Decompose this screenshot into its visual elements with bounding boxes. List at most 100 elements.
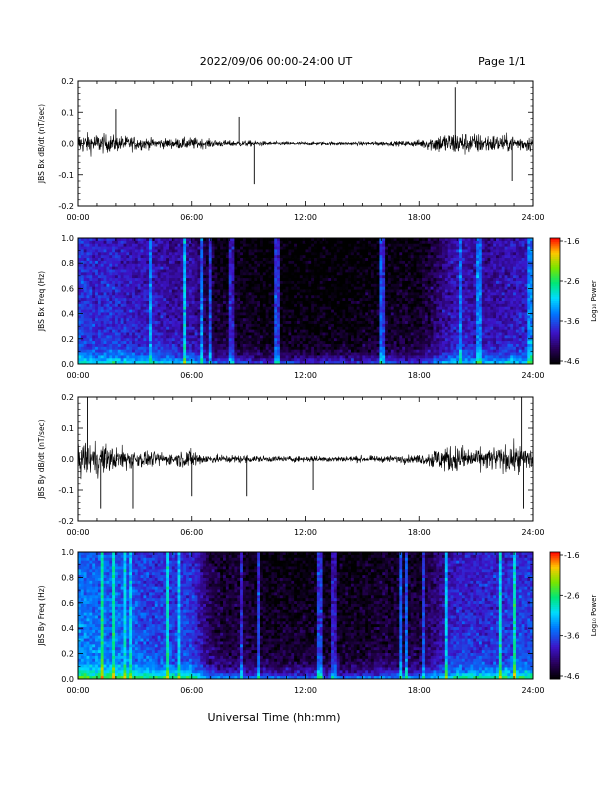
spectrogram-cell <box>319 258 323 262</box>
spectrogram-cell <box>180 263 184 268</box>
spectrogram-cell <box>223 252 227 256</box>
spectrogram-cell <box>89 289 93 293</box>
spectrogram-cell <box>177 318 181 322</box>
spectrogram-cell <box>379 292 383 296</box>
spectrogram-cell <box>319 321 323 325</box>
spectrogram-cell <box>177 358 181 362</box>
spectrogram-cell <box>174 238 178 242</box>
spectrogram-cell <box>223 335 227 339</box>
spectrogram-cell <box>376 321 380 325</box>
spectrogram-cell <box>390 329 395 333</box>
spectrogram-cell <box>277 346 281 351</box>
spectrogram-cell <box>351 278 355 282</box>
spectrogram-cell <box>387 303 392 308</box>
spectrogram-cell <box>296 246 301 250</box>
spectrogram-cell <box>106 358 110 362</box>
spectrogram-cell <box>254 240 258 245</box>
spectrogram-cell <box>171 240 176 245</box>
spectrogram-cell <box>146 280 150 285</box>
spectrogram-cell <box>97 301 102 305</box>
spectrogram-cell <box>80 343 85 348</box>
spectrogram-cell <box>97 338 102 342</box>
spectrogram-cell <box>166 260 170 265</box>
spectrogram-cell <box>305 283 309 288</box>
spectrogram-cell <box>279 312 284 316</box>
spectrogram-cell <box>390 306 395 310</box>
spectrogram-cell <box>228 266 232 270</box>
spectrogram-cell <box>316 260 321 265</box>
spectrogram-cell <box>160 318 164 322</box>
spectrogram-cell <box>271 341 275 345</box>
spectrogram-cell <box>359 358 363 362</box>
spectrogram-cell <box>160 309 164 313</box>
spectrogram-cell <box>356 252 360 256</box>
spectrogram-cell <box>240 355 244 359</box>
spectrogram-cell <box>319 335 323 339</box>
waveform-trace <box>77 132 534 157</box>
spectrogram-cell <box>83 329 87 333</box>
spectrogram-cell <box>228 260 232 265</box>
spectrogram-cell <box>345 358 349 362</box>
spectrogram-cell <box>177 243 181 247</box>
spectrogram-cell <box>177 238 181 242</box>
spectrogram-cell <box>177 323 181 328</box>
spectrogram-cell <box>174 246 178 250</box>
spectrogram-cell <box>180 303 184 308</box>
spectrogram-cell <box>217 321 221 325</box>
spectrogram-cell <box>262 341 267 345</box>
spectrogram-cell <box>242 289 247 293</box>
spectrogram-cell <box>348 272 352 276</box>
spectrogram-cell <box>385 263 389 268</box>
spectrogram-cell <box>103 312 107 316</box>
spectrogram-cell <box>154 315 159 319</box>
spectrogram-cell <box>211 306 215 310</box>
spectrogram-cell <box>362 315 366 319</box>
spectrogram-cell <box>134 349 139 353</box>
spectrogram-cell <box>311 315 315 319</box>
spectrogram-cell <box>345 329 349 333</box>
spectrogram-cell <box>151 269 156 273</box>
spectrogram-cell <box>260 338 264 342</box>
spectrogram-cell <box>316 318 321 322</box>
spectrogram-cell <box>291 266 295 270</box>
spectrogram-cell <box>296 335 301 339</box>
spectrogram-cell <box>336 266 341 270</box>
spectrogram-cell <box>106 238 110 242</box>
spectrogram-cell <box>208 318 213 322</box>
spectrogram-cell <box>282 349 286 353</box>
spectrogram-cell <box>294 283 298 288</box>
spectrogram-cell <box>260 318 264 322</box>
spectrogram-cell <box>220 243 224 247</box>
spectrogram-cell <box>166 301 170 305</box>
spectrogram-cell <box>132 335 136 339</box>
spectrogram-cell <box>132 298 136 302</box>
spectrogram-cell <box>302 283 306 288</box>
spectrogram-cell <box>231 315 235 319</box>
spectrogram-cell <box>228 309 232 313</box>
spectrogram-cell <box>260 260 264 265</box>
spectrogram-cell <box>311 238 315 242</box>
spectrogram-cell <box>285 335 289 339</box>
spectrogram-cell <box>234 335 238 339</box>
spectrogram-cell <box>285 283 289 288</box>
spectrogram-cell <box>225 246 230 250</box>
spectrogram-cell <box>186 335 190 339</box>
spectrogram-cell <box>100 246 104 250</box>
spectrogram-cell <box>103 289 107 293</box>
spectrogram-cell <box>251 240 255 245</box>
spectrogram-cell <box>117 278 122 282</box>
spectrogram-cell <box>200 312 204 316</box>
spectrogram-cell <box>382 283 386 288</box>
spectrogram-cell <box>205 263 210 268</box>
spectrogram-cell <box>308 298 312 302</box>
spectrogram-cell <box>302 238 306 242</box>
spectrogram-cell <box>319 355 323 359</box>
spectrogram-cell <box>288 258 292 262</box>
spectrogram-cell <box>89 352 93 356</box>
spectrogram-cell <box>100 249 104 253</box>
spectrogram-cell <box>217 255 221 259</box>
spectrogram-cell <box>112 303 116 308</box>
spectrogram-cell <box>245 361 250 365</box>
spectrogram-cell <box>254 338 258 342</box>
spectrogram-cell <box>294 278 298 282</box>
